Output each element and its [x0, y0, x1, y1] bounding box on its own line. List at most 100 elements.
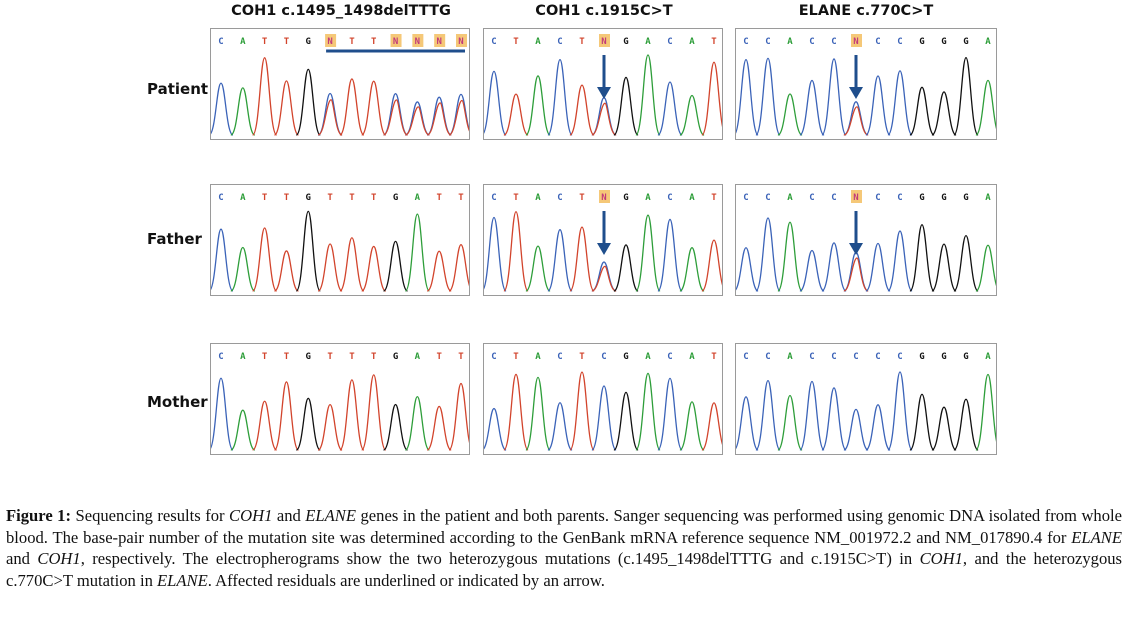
chromatogram-peak: [361, 374, 387, 451]
chromatogram-peak: [295, 210, 321, 292]
base-call-letter: T: [711, 193, 717, 203]
chromatogram-peak: [931, 91, 957, 136]
chromatogram-peak: [525, 376, 551, 451]
chromatogram-peak: [865, 404, 891, 451]
chromatogram-peak: [887, 371, 913, 451]
base-call-letter: A: [645, 37, 651, 47]
base-call-letter: C: [875, 352, 880, 362]
base-call-letter: G: [919, 352, 924, 362]
base-call-letter: C: [667, 352, 672, 362]
base-call-letter: C: [809, 193, 814, 203]
base-call-letter: N: [393, 37, 398, 47]
base-call-letter: C: [743, 193, 748, 203]
base-call-letter: G: [963, 37, 968, 47]
chromatogram-peak: [252, 57, 278, 136]
mutation-highlight: [851, 34, 862, 47]
base-call-letter: T: [579, 37, 585, 47]
chromatogram-peak: [657, 81, 683, 136]
base-call-letter: C: [557, 193, 562, 203]
base-call-letter: A: [787, 193, 793, 203]
chromatogram-peak: [887, 230, 913, 292]
base-call-letter: A: [787, 37, 793, 47]
base-call-letter: C: [491, 37, 496, 47]
row-label-father: Father: [147, 230, 202, 248]
base-call-letter: C: [218, 193, 223, 203]
chromatogram-peak: [975, 79, 996, 136]
chromatogram-peak: [211, 228, 234, 292]
chromatogram-peak-overlap: [591, 265, 617, 292]
base-call-letter: G: [941, 352, 946, 362]
base-call-letter: C: [809, 352, 814, 362]
mutation-highlight: [599, 34, 610, 47]
base-call-letter: C: [875, 193, 880, 203]
chromatogram-peak: [503, 373, 529, 451]
chromatogram-peak: [865, 242, 891, 292]
chromatogram-peak: [909, 393, 935, 451]
chromatogram-peak-overlap: [448, 99, 469, 136]
base-call-letter: C: [491, 193, 496, 203]
base-call-letter: C: [831, 352, 836, 362]
chromatogram-peak: [821, 58, 847, 136]
caption-gene: ELANE: [157, 570, 208, 590]
mutation-highlight: [390, 34, 402, 47]
chromatogram-peak: [448, 93, 469, 136]
base-call-letter: A: [240, 193, 246, 203]
base-call-letter: C: [897, 37, 902, 47]
chromatogram-peak: [821, 242, 847, 292]
base-call-letter: A: [985, 193, 991, 203]
base-call-letter: N: [853, 37, 858, 47]
chromatogram-peak: [975, 373, 996, 451]
base-call-letter: A: [535, 352, 541, 362]
mutation-highlight: [456, 34, 467, 47]
base-call-letter: A: [985, 352, 991, 362]
chromatogram-peak: [339, 237, 365, 292]
chromatogram-peak: [755, 380, 781, 451]
base-call-letter: T: [262, 37, 268, 47]
caption-text: genes in the patient and both parents. S…: [6, 506, 1122, 547]
chromatogram-peak: [339, 379, 365, 451]
base-call-letter: C: [743, 37, 748, 47]
base-call-letter: C: [831, 37, 836, 47]
chromatogram-peak: [484, 216, 507, 292]
base-call-letter: A: [689, 37, 695, 47]
base-call-letter: G: [393, 352, 398, 362]
base-call-letter: G: [306, 352, 311, 362]
base-call-letter: C: [809, 37, 814, 47]
chromatogram-peak: [382, 403, 409, 451]
chromatogram-peak: [635, 54, 661, 136]
base-call-letter: G: [963, 193, 968, 203]
chromatogram-peak: [317, 243, 343, 292]
caption-gene: ELANE: [305, 506, 357, 525]
chromatogram-peak: [679, 401, 705, 451]
chromatogram-peak: [569, 371, 595, 451]
chromatogram-peak: [736, 247, 759, 292]
base-call-letter: C: [831, 193, 836, 203]
base-call-letter: C: [557, 37, 562, 47]
base-call-letter: C: [853, 352, 858, 362]
chromatogram-peak: [777, 93, 803, 136]
base-call-letter: G: [941, 37, 946, 47]
caption-text: and: [6, 549, 38, 569]
base-call-letter: A: [787, 352, 793, 362]
chromatogram-peak: [799, 79, 825, 136]
base-call-letter: N: [458, 37, 463, 47]
mutation-highlight: [851, 190, 862, 203]
chromatogram-peak: [909, 86, 935, 136]
chromatogram-peak: [339, 78, 365, 136]
chromatogram-peak: [613, 76, 639, 136]
chromatogram-peak: [230, 246, 256, 292]
chromatogram-peak: [613, 391, 639, 451]
chromatogram-peak: [503, 211, 529, 292]
mutation-arrow-head: [849, 87, 863, 99]
base-call-letter: G: [393, 193, 398, 203]
base-call-letter: C: [897, 352, 902, 362]
chromatogram-peak: [211, 377, 234, 451]
